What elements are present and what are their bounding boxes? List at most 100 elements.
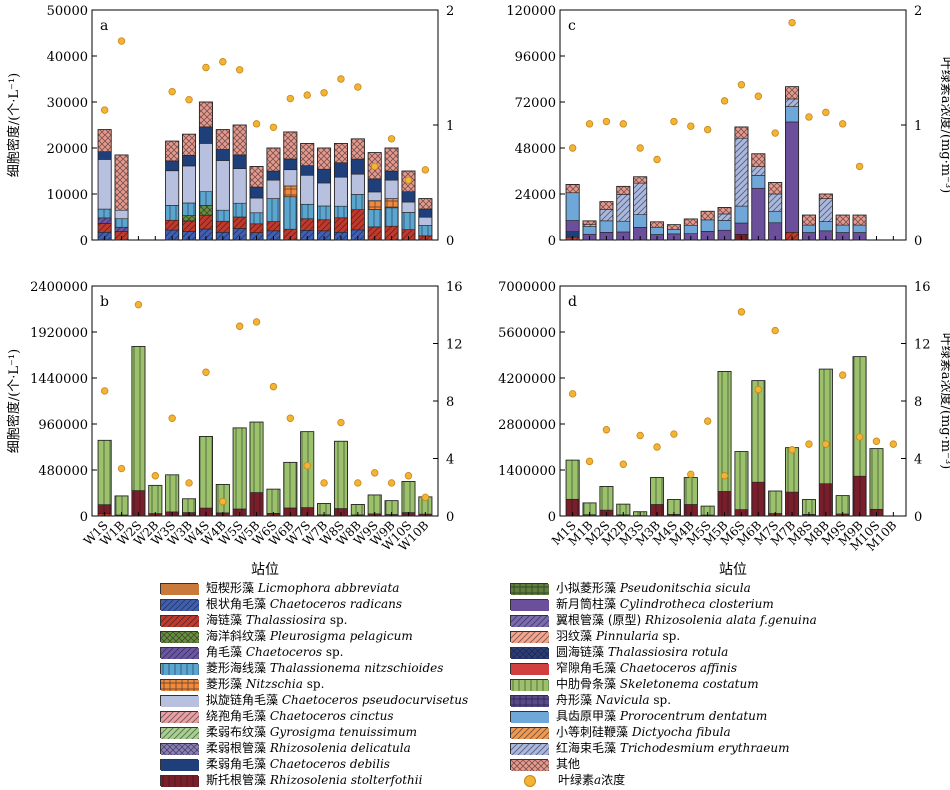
- bar-segment: [852, 475, 867, 517]
- legend-swatch: [510, 695, 549, 707]
- bar-segment: [384, 147, 399, 172]
- y2-tick-label: 1: [914, 119, 922, 134]
- bar-segment: [300, 165, 315, 176]
- bar-segment: [97, 151, 112, 160]
- y2-tick-label: 0: [914, 234, 922, 249]
- legend-item: 根状角毛藻 Chaetoceros radicans: [160, 596, 402, 612]
- bar-segment: [317, 219, 331, 232]
- legend-latin: Cylindrotheca closterium: [619, 597, 774, 611]
- legend-latin: Prorocentrum dentatum: [619, 709, 768, 723]
- bar-segment: [751, 380, 766, 483]
- bar-segment: [785, 86, 799, 100]
- chl-point: [354, 83, 362, 91]
- legend-swatch: [160, 759, 199, 771]
- bar-segment: [633, 176, 648, 184]
- bar-segment: [633, 182, 648, 215]
- legend-zh: 斯托根管藻: [206, 773, 267, 787]
- chl-point: [185, 95, 193, 104]
- bar-segment: [300, 143, 315, 166]
- chl-point: [252, 120, 261, 128]
- bar-segment: [367, 191, 382, 201]
- chl-point: [720, 472, 729, 480]
- y2-tick-label: 0: [914, 510, 922, 525]
- bar-segment: [97, 129, 112, 152]
- chl-point: [788, 446, 796, 454]
- legend-swatch: [510, 615, 549, 627]
- legend-latin: Chaetoceros: [245, 645, 322, 659]
- chl-point: [100, 387, 109, 395]
- bar-segment: [650, 221, 664, 228]
- bar-segment: [818, 221, 833, 232]
- bar-segment: [300, 431, 315, 508]
- bar-segment: [334, 162, 348, 178]
- y2-tick-label: 4: [914, 453, 922, 468]
- bar-segment: [199, 126, 213, 144]
- panel-c: 0 24000 48000 72000 96000 120000 0 1 2 c 叶绿素a浓度/(m…: [506, 4, 950, 249]
- bar-segment: [818, 198, 833, 222]
- legend-swatch: [510, 711, 549, 723]
- chl-point: [754, 92, 763, 100]
- legend-item: 翼根管藻 (原型) Rhizosolenia alata f.genuina: [510, 612, 817, 628]
- legend-item: 小拟菱形藻 Pseudonitschia sicula: [510, 580, 751, 596]
- bar-segment: [249, 212, 264, 225]
- bar-segment: [700, 219, 715, 232]
- legend-latin: Nitzschia: [245, 677, 303, 691]
- legend-item: 菱形藻 Nitzschia sp.: [160, 676, 324, 692]
- bar-segment: [199, 436, 213, 509]
- bar-segment: [182, 202, 196, 216]
- legend-latin: Pinnularia: [595, 629, 659, 643]
- bar-segment: [650, 477, 664, 505]
- y2-axis-title: 叶绿素a浓度/(mg·m⁻³): [938, 333, 950, 469]
- bar-segment: [182, 165, 196, 204]
- chl-point: [371, 469, 379, 477]
- y2-tick-label: 8: [914, 395, 922, 410]
- bar-segment: [802, 214, 816, 226]
- bar-segment: [852, 214, 867, 226]
- legend-item: 斯托根管藻 Rhizosolenia stolterfothii: [160, 772, 422, 788]
- bar-segment: [401, 191, 416, 203]
- chl-point: [653, 443, 661, 451]
- bar-segment: [232, 124, 247, 156]
- bar-segment: [317, 147, 331, 170]
- bar-segment: [616, 186, 631, 195]
- chl-point: [602, 426, 611, 434]
- bar-segment: [835, 224, 850, 233]
- legend-latin: Gyrosigma tenuissimum: [269, 725, 418, 739]
- legend-zh: 翼根管藻 (原型): [556, 613, 642, 627]
- bar-segment: [367, 209, 382, 228]
- bar-segment: [683, 224, 698, 234]
- bar-segment: [852, 224, 867, 233]
- bar-segment: [835, 495, 850, 515]
- legend-item: 海链藻 Thalassiosira sp.: [160, 612, 347, 628]
- chl-point: [703, 125, 712, 134]
- bar-segment: [384, 207, 399, 227]
- chl-point: [185, 479, 193, 487]
- bar-segment: [401, 212, 416, 230]
- bar-segment: [249, 421, 264, 493]
- chl-point: [286, 94, 295, 103]
- bar-segment: [734, 137, 749, 207]
- bar-segment: [199, 191, 213, 206]
- bar-segment: [401, 481, 416, 513]
- legend-item: 柔弱布纹藻 Gyrosigma tenuissimum: [160, 724, 417, 740]
- bar-segment: [582, 226, 597, 235]
- legend-zh: 根状角毛藻: [206, 597, 267, 611]
- chl-point: [117, 464, 126, 473]
- bar-segment: [751, 175, 766, 189]
- bar-segment: [785, 447, 799, 493]
- bar-segment: [97, 217, 112, 224]
- legend-zh: 羽纹藻: [556, 629, 593, 643]
- bar-segment: [818, 483, 833, 517]
- y-tick-label: 2800000: [498, 418, 556, 433]
- legend-zh: 具齿原甲藻: [556, 709, 617, 723]
- bar-segment: [317, 182, 331, 207]
- panel-letter: b: [100, 294, 109, 310]
- legend-swatch: [510, 663, 549, 675]
- legend-latin: Rhizosolenia stolterfothii: [269, 773, 423, 787]
- bar-segment: [97, 223, 112, 233]
- bar-segment: [565, 220, 580, 232]
- chl-point: [670, 117, 678, 126]
- bar-segment: [367, 200, 382, 210]
- chl-point: [303, 91, 311, 99]
